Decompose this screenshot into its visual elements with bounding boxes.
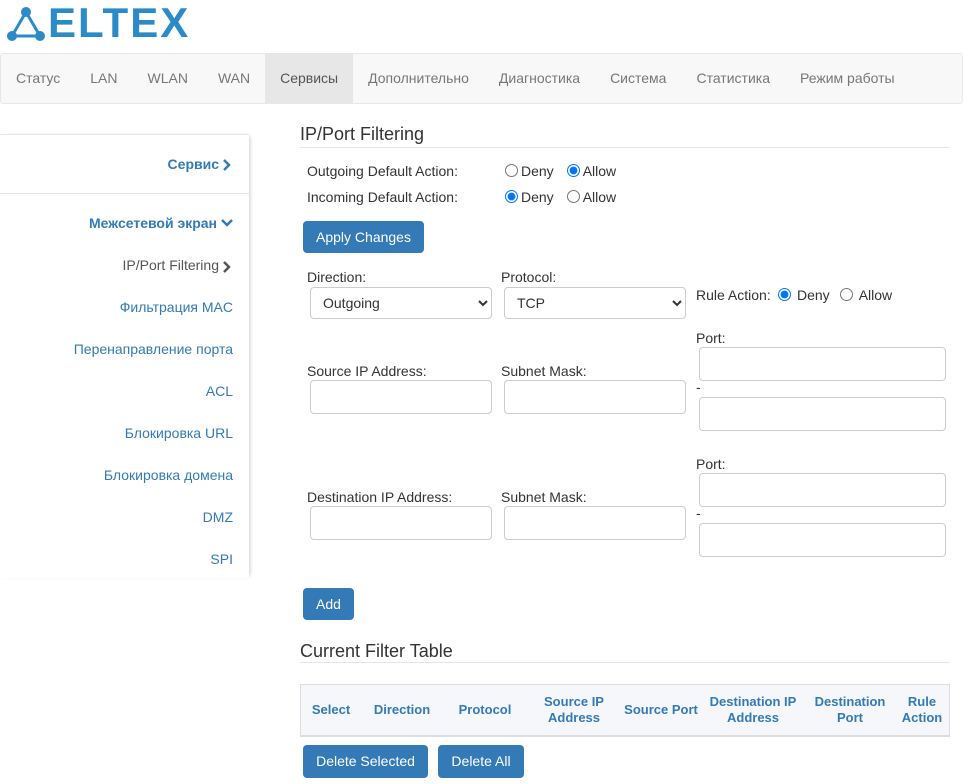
port-input[interactable] (699, 347, 946, 381)
chevron (223, 261, 231, 273)
port-input[interactable] (699, 473, 946, 507)
delete-selected-button[interactable]: Delete Selected (303, 745, 428, 778)
radio-option: Allow (566, 163, 617, 179)
column-header: Select (311, 702, 351, 717)
nav-item[interactable]: WLAN (147, 70, 188, 86)
radio-option: Deny (505, 189, 554, 205)
logo-icon (7, 7, 45, 41)
radio-group: Deny Allow (505, 163, 629, 179)
radio-label: Deny (521, 189, 554, 205)
radio[interactable] (505, 164, 518, 177)
mask-input[interactable] (504, 506, 686, 540)
section[interactable]: Сервис (167, 156, 219, 172)
table-header: Select Direction Protocol Source IP Address… (300, 684, 950, 737)
label: Outgoing Default Action: (307, 163, 458, 179)
column-header: Direction (373, 702, 431, 717)
label: Port: (696, 456, 726, 472)
label: Direction: (307, 269, 367, 285)
sidebar-item[interactable]: ACL (205, 383, 233, 399)
table-title: Current Filter Table (300, 641, 453, 661)
label: Protocol: (501, 269, 557, 285)
logo: ELTEX (48, 0, 191, 46)
label: Source IP Address: (307, 363, 427, 379)
radio[interactable] (566, 190, 580, 203)
radio-group: Deny Allow (778, 287, 902, 303)
nav-item[interactable]: WAN (217, 70, 251, 86)
sidebar-item[interactable]: Фильтрация MAC (119, 299, 233, 315)
nav-item[interactable]: Сервисы (265, 54, 354, 103)
delete-all-button[interactable]: Delete All (438, 745, 524, 778)
chevron (221, 219, 233, 227)
sidebar-item[interactable]: Перенаправление порта (73, 341, 233, 357)
mask-input[interactable] (504, 380, 686, 414)
dash: - (696, 379, 701, 395)
radio[interactable] (778, 288, 791, 301)
label: Rule Action: (696, 287, 771, 303)
radio[interactable] (566, 164, 580, 177)
port-input[interactable] (699, 523, 946, 557)
nav-item[interactable]: LAN (90, 70, 118, 86)
label: Destination IP Address: (307, 489, 453, 505)
sidebar-item[interactable]: Блокировка домена (103, 467, 233, 483)
radio-group: Deny Allow (505, 189, 629, 205)
sidebar: Сервис Межсетевой экран IP/Port Filterin… (0, 134, 249, 578)
column-header: Protocol (458, 702, 512, 717)
sidebar-item[interactable]: DMZ (202, 509, 233, 525)
radio-option: Deny (778, 287, 830, 303)
radio-label: Allow (582, 189, 617, 205)
column-header: Destination IP Address (709, 694, 797, 725)
radio-option: Deny (505, 163, 554, 179)
sidebar-item[interactable]: IP/Port Filtering (122, 257, 219, 273)
label: Subnet Mask: (501, 489, 587, 505)
sidebar-item[interactable]: Блокировка URL (124, 425, 233, 441)
ip-input[interactable] (310, 506, 492, 540)
radio-label: Allow (858, 287, 893, 303)
nav-item[interactable]: Дополнительно (368, 70, 469, 86)
radio-label: Deny (797, 287, 830, 303)
column-header: Source IP Address (544, 694, 604, 725)
radio-option: Allow (839, 287, 893, 303)
add-button[interactable]: Add (303, 588, 354, 620)
port-input[interactable] (699, 397, 946, 431)
nav-item[interactable]: Статистика (696, 70, 770, 86)
column-header: Source Port (624, 702, 698, 717)
label: Incoming Default Action: (307, 189, 458, 205)
group[interactable]: Межсетевой экран (88, 215, 217, 231)
ip-input[interactable] (310, 380, 492, 414)
label: Subnet Mask: (501, 363, 587, 379)
radio-label: Deny (521, 163, 554, 179)
dash: - (696, 505, 701, 521)
nav-item[interactable]: Диагностика (498, 70, 581, 86)
radio-option: Allow (566, 189, 617, 205)
form-title: IP/Port Filtering (300, 124, 425, 144)
direction-select[interactable]: Outgoing (310, 287, 492, 319)
column-header: Destination Port (814, 694, 886, 725)
nav-bar: Статус LAN WLAN WAN Сервисы Дополнительно Диаг… (0, 53, 963, 104)
radio[interactable] (839, 288, 853, 301)
apply-button[interactable]: Apply Changes (303, 221, 424, 253)
radio-label: Allow (582, 163, 617, 179)
radio[interactable] (505, 190, 518, 203)
nav-item[interactable]: Статус (16, 70, 61, 86)
nav-item[interactable]: Система (610, 70, 667, 86)
protocol-select[interactable]: TCP (504, 287, 686, 319)
nav-item[interactable]: Режим работы (799, 70, 895, 86)
column-header: Rule Action (901, 694, 943, 725)
label: Port: (696, 330, 726, 346)
chevron (223, 159, 231, 171)
sidebar-item[interactable]: SPI (210, 551, 233, 567)
